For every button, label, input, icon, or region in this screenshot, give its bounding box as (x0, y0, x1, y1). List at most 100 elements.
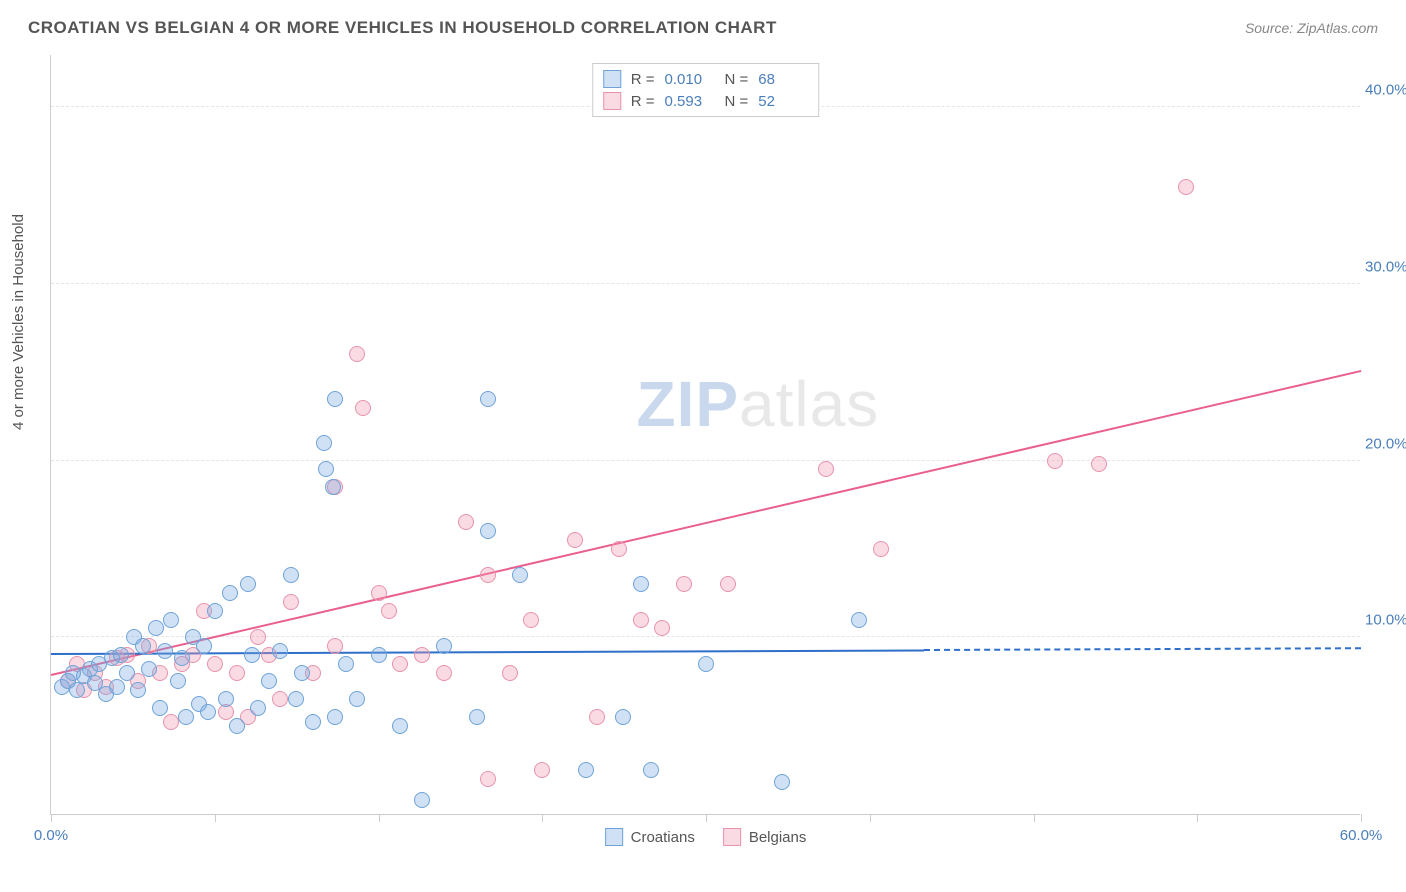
correlation-legend: R =0.010N =68R =0.593N =52 (592, 63, 820, 117)
chart-area: ZIPatlas R =0.010N =68R =0.593N =52 Croa… (50, 55, 1360, 815)
chart-title: CROATIAN VS BELGIAN 4 OR MORE VEHICLES I… (28, 18, 777, 38)
scatter-point-croatian (316, 435, 332, 451)
scatter-point-belgian (534, 762, 550, 778)
scatter-point-croatian (135, 638, 151, 654)
scatter-point-croatian (469, 709, 485, 725)
scatter-point-croatian (152, 700, 168, 716)
scatter-point-belgian (611, 541, 627, 557)
scatter-point-belgian (392, 656, 408, 672)
scatter-point-belgian (327, 638, 343, 654)
legend-r-label: R = (631, 71, 655, 88)
legend-r-label: R = (631, 93, 655, 110)
scatter-point-croatian (318, 461, 334, 477)
legend-swatch (603, 92, 621, 110)
scatter-point-belgian (873, 541, 889, 557)
scatter-point-belgian (818, 461, 834, 477)
scatter-point-croatian (414, 792, 430, 808)
x-tick (215, 814, 216, 822)
series-legend-item: Croatians (605, 828, 695, 846)
scatter-point-croatian (244, 647, 260, 663)
scatter-point-croatian (200, 704, 216, 720)
legend-swatch (605, 828, 623, 846)
scatter-point-croatian (229, 718, 245, 734)
scatter-point-croatian (615, 709, 631, 725)
scatter-point-croatian (327, 709, 343, 725)
scatter-point-croatian (170, 673, 186, 689)
scatter-point-belgian (355, 400, 371, 416)
scatter-point-croatian (633, 576, 649, 592)
scatter-point-croatian (178, 709, 194, 725)
scatter-point-belgian (458, 514, 474, 530)
scatter-point-belgian (207, 656, 223, 672)
scatter-point-croatian (240, 576, 256, 592)
scatter-point-belgian (523, 612, 539, 628)
x-tick (1034, 814, 1035, 822)
scatter-point-croatian (327, 391, 343, 407)
scatter-point-croatian (698, 656, 714, 672)
scatter-point-croatian (109, 679, 125, 695)
scatter-point-belgian (163, 714, 179, 730)
gridline (51, 460, 1360, 461)
scatter-point-croatian (130, 682, 146, 698)
scatter-point-croatian (69, 682, 85, 698)
scatter-point-belgian (229, 665, 245, 681)
scatter-point-belgian (371, 585, 387, 601)
trend-line (51, 370, 1361, 676)
scatter-point-croatian (163, 612, 179, 628)
series-legend-label: Croatians (631, 829, 695, 846)
scatter-point-croatian (436, 638, 452, 654)
legend-r-value: 0.593 (665, 93, 715, 110)
watermark-atlas: atlas (739, 368, 879, 440)
scatter-point-belgian (720, 576, 736, 592)
scatter-point-belgian (633, 612, 649, 628)
scatter-point-croatian (141, 661, 157, 677)
scatter-point-belgian (436, 665, 452, 681)
x-tick-label: 0.0% (34, 827, 68, 844)
scatter-point-belgian (381, 603, 397, 619)
plot-region: ZIPatlas R =0.010N =68R =0.593N =52 Croa… (50, 55, 1360, 815)
legend-swatch (603, 70, 621, 88)
scatter-point-croatian (325, 479, 341, 495)
scatter-point-croatian (349, 691, 365, 707)
gridline (51, 283, 1360, 284)
series-legend-item: Belgians (723, 828, 807, 846)
legend-r-value: 0.010 (665, 71, 715, 88)
trend-line-extrapolated (924, 648, 1361, 652)
scatter-point-belgian (250, 629, 266, 645)
scatter-point-belgian (414, 647, 430, 663)
scatter-point-belgian (654, 620, 670, 636)
scatter-point-belgian (480, 771, 496, 787)
y-tick-label: 30.0% (1365, 258, 1406, 275)
x-tick (379, 814, 380, 822)
scatter-point-croatian (392, 718, 408, 734)
scatter-point-croatian (294, 665, 310, 681)
scatter-point-croatian (578, 762, 594, 778)
y-tick-label: 40.0% (1365, 82, 1406, 99)
series-legend-label: Belgians (749, 829, 807, 846)
scatter-point-belgian (1091, 456, 1107, 472)
source-attribution: Source: ZipAtlas.com (1245, 20, 1378, 36)
scatter-point-croatian (480, 523, 496, 539)
scatter-point-croatian (148, 620, 164, 636)
scatter-point-belgian (283, 594, 299, 610)
legend-n-value: 52 (758, 93, 808, 110)
scatter-point-croatian (272, 643, 288, 659)
legend-row: R =0.593N =52 (603, 90, 809, 112)
x-tick-label: 60.0% (1340, 827, 1383, 844)
watermark: ZIPatlas (636, 367, 879, 441)
scatter-point-belgian (1047, 453, 1063, 469)
scatter-point-croatian (222, 585, 238, 601)
x-tick (706, 814, 707, 822)
x-tick (1361, 814, 1362, 822)
scatter-point-belgian (1178, 179, 1194, 195)
scatter-point-croatian (113, 647, 129, 663)
scatter-point-croatian (218, 691, 234, 707)
x-tick (51, 814, 52, 822)
watermark-zip: ZIP (636, 368, 739, 440)
scatter-point-croatian (480, 391, 496, 407)
scatter-point-croatian (305, 714, 321, 730)
scatter-point-croatian (174, 650, 190, 666)
scatter-point-croatian (288, 691, 304, 707)
y-tick-label: 10.0% (1365, 612, 1406, 629)
scatter-point-croatian (512, 567, 528, 583)
